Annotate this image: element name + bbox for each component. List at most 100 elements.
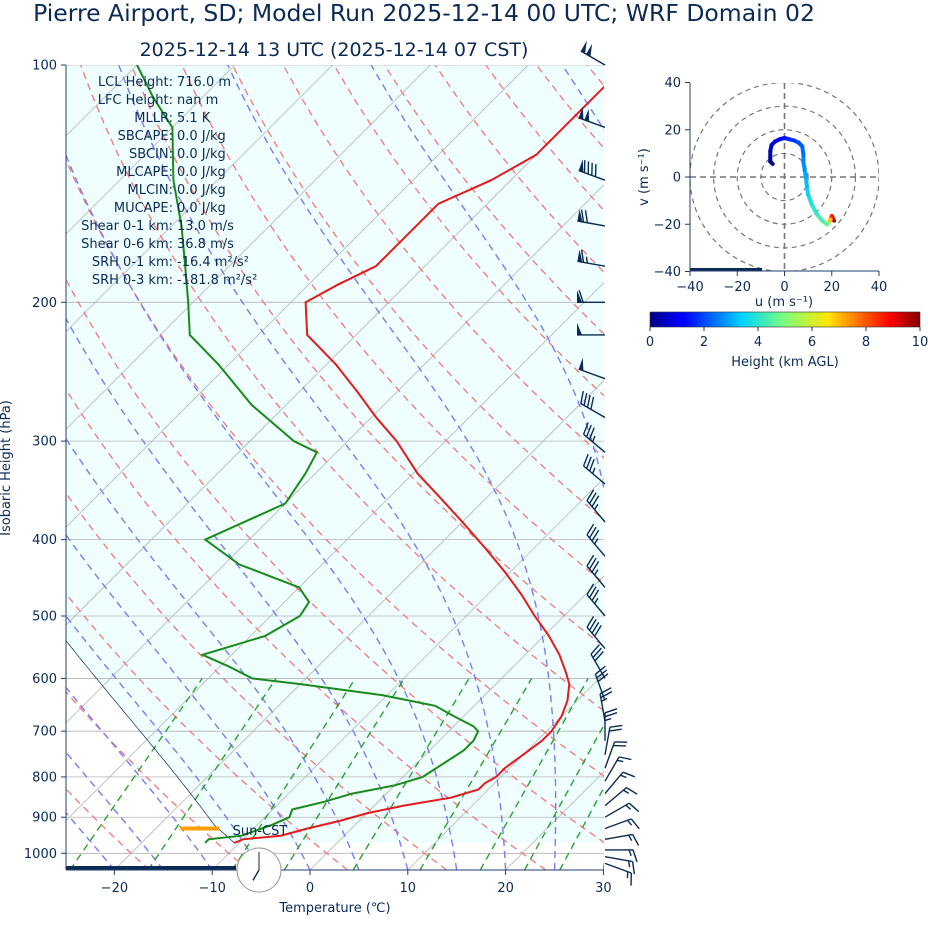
clock-label: Sun-CST xyxy=(233,824,288,839)
index-value: 0.0 J/kg xyxy=(177,165,226,180)
barb-half xyxy=(617,760,623,761)
barb-full xyxy=(605,713,617,717)
wind-barb xyxy=(605,742,627,768)
barb-staff xyxy=(605,857,633,862)
barb-half xyxy=(629,861,630,867)
wind-barb xyxy=(605,834,639,845)
hodograph-y-tick-label: 40 xyxy=(664,76,681,91)
y-axis-label: Isobaric Height (hPa) xyxy=(0,400,14,536)
y-tick-label: 900 xyxy=(32,811,57,826)
y-tick-label: 100 xyxy=(32,59,57,74)
index-label: SBCAPE: xyxy=(118,129,173,144)
colorbar-ticks: 0 2 4 6 8 10 xyxy=(646,327,928,350)
index-value: 716.0 m xyxy=(177,75,231,90)
y-tick-label: 600 xyxy=(32,672,57,687)
index-value: 13.0 m/s xyxy=(177,219,234,234)
hodograph-x-tick-label: −40 xyxy=(676,280,703,295)
x-tick-label: 10 xyxy=(400,881,417,896)
x-tick-label: 30 xyxy=(595,881,612,896)
colorbar-tick-label: 6 xyxy=(808,335,816,350)
index-label: MLCIN: xyxy=(128,183,173,198)
y-tick-label: 200 xyxy=(32,296,57,311)
index-value: 0.0 J/kg xyxy=(177,183,226,198)
index-label: SRH 0-3 km: xyxy=(92,273,173,288)
y-tick-label: 500 xyxy=(32,609,57,624)
barb-full xyxy=(633,834,639,845)
x-axis-label: Temperature (℃) xyxy=(278,901,390,916)
index-value: 0.0 J/kg xyxy=(177,147,226,162)
index-value: nan m xyxy=(177,93,218,108)
barb-half xyxy=(621,775,627,777)
barb-full xyxy=(623,772,635,777)
barb-half xyxy=(629,850,631,856)
barb-full xyxy=(609,729,622,731)
colorbar-tick-label: 8 xyxy=(862,335,870,350)
hodograph-y-tick-label: −40 xyxy=(654,265,681,280)
index-value: 36.8 m/s xyxy=(177,237,234,252)
barb-half xyxy=(586,257,587,263)
y-tick-label: 300 xyxy=(32,435,57,450)
barb-half xyxy=(605,719,611,721)
y-tick-label: 400 xyxy=(32,533,57,548)
wind-barb xyxy=(605,819,639,829)
x-tick-label: 20 xyxy=(497,881,514,896)
barb-staff xyxy=(605,803,629,817)
y-tick-label: 700 xyxy=(32,725,57,740)
chart-subtitle: 2025-12-14 13 UTC (2025-12-14 07 CST) xyxy=(140,39,529,61)
index-label: LFC Height: xyxy=(98,93,173,108)
index-label: SRH 0-1 km: xyxy=(92,255,173,270)
barb-staff xyxy=(605,727,610,755)
hodograph-segment xyxy=(770,162,772,164)
barb-half xyxy=(623,790,628,793)
height-colorbar: 0 2 4 6 8 10 Height (km AGL) xyxy=(646,312,928,370)
y-axis-ticks: 100 200 300 400 500 600 700 800 900 1000 xyxy=(24,59,66,862)
barb-staff xyxy=(605,863,631,873)
colorbar-tick-label: 0 xyxy=(646,335,654,350)
index-label: MLLR: xyxy=(134,111,173,126)
index-value: -16.4 m²/s² xyxy=(177,255,249,270)
hodograph-x-tick-label: 40 xyxy=(871,280,888,295)
y-tick-label: 1000 xyxy=(24,847,57,862)
barb-full xyxy=(610,725,623,727)
hodograph-x-tick-label: −20 xyxy=(724,280,751,295)
colorbar-tick-label: 4 xyxy=(754,335,762,350)
index-value: 0.0 J/kg xyxy=(177,129,226,144)
barb-full xyxy=(633,862,635,875)
wind-barb xyxy=(605,803,639,817)
barb-half xyxy=(626,805,631,809)
colorbar-tick-label: 10 xyxy=(912,335,928,350)
colorbar-tick-label: 2 xyxy=(700,335,708,350)
barb-full xyxy=(629,803,639,811)
barb-half xyxy=(629,835,632,841)
barb-full xyxy=(633,850,637,862)
index-label: SBCIN: xyxy=(129,147,173,162)
hodograph-y-tick-label: −20 xyxy=(654,218,681,233)
index-label: Shear 0-6 km: xyxy=(81,237,173,252)
wind-barb xyxy=(605,725,622,754)
y-tick-label: 800 xyxy=(32,770,57,785)
x-tick-label: −10 xyxy=(198,881,225,896)
index-label: LCL Height: xyxy=(98,75,173,90)
barb-full xyxy=(619,757,631,760)
hodograph-x-tick-label: 20 xyxy=(823,280,840,295)
index-label: MUCAPE: xyxy=(114,201,173,216)
index-value: -181.8 m²/s² xyxy=(177,273,257,288)
index-value: 5.1 K xyxy=(177,111,211,126)
wind-barb xyxy=(605,709,617,741)
colorbar-gradient xyxy=(650,312,920,327)
hodograph-y-tick-label: 0 xyxy=(673,171,681,186)
barb-full xyxy=(631,819,639,829)
barb-staff xyxy=(605,834,633,839)
colorbar-label: Height (km AGL) xyxy=(731,355,839,370)
index-label: MLCAPE: xyxy=(116,165,173,180)
index-label: Shear 0-1 km: xyxy=(81,219,173,234)
wind-barb xyxy=(581,41,605,65)
hodograph-x-label: u (m s⁻¹) xyxy=(755,295,813,310)
hodograph-y-tick-label: 20 xyxy=(664,123,681,138)
wind-barb xyxy=(605,788,637,806)
x-tick-label: 0 xyxy=(306,881,314,896)
